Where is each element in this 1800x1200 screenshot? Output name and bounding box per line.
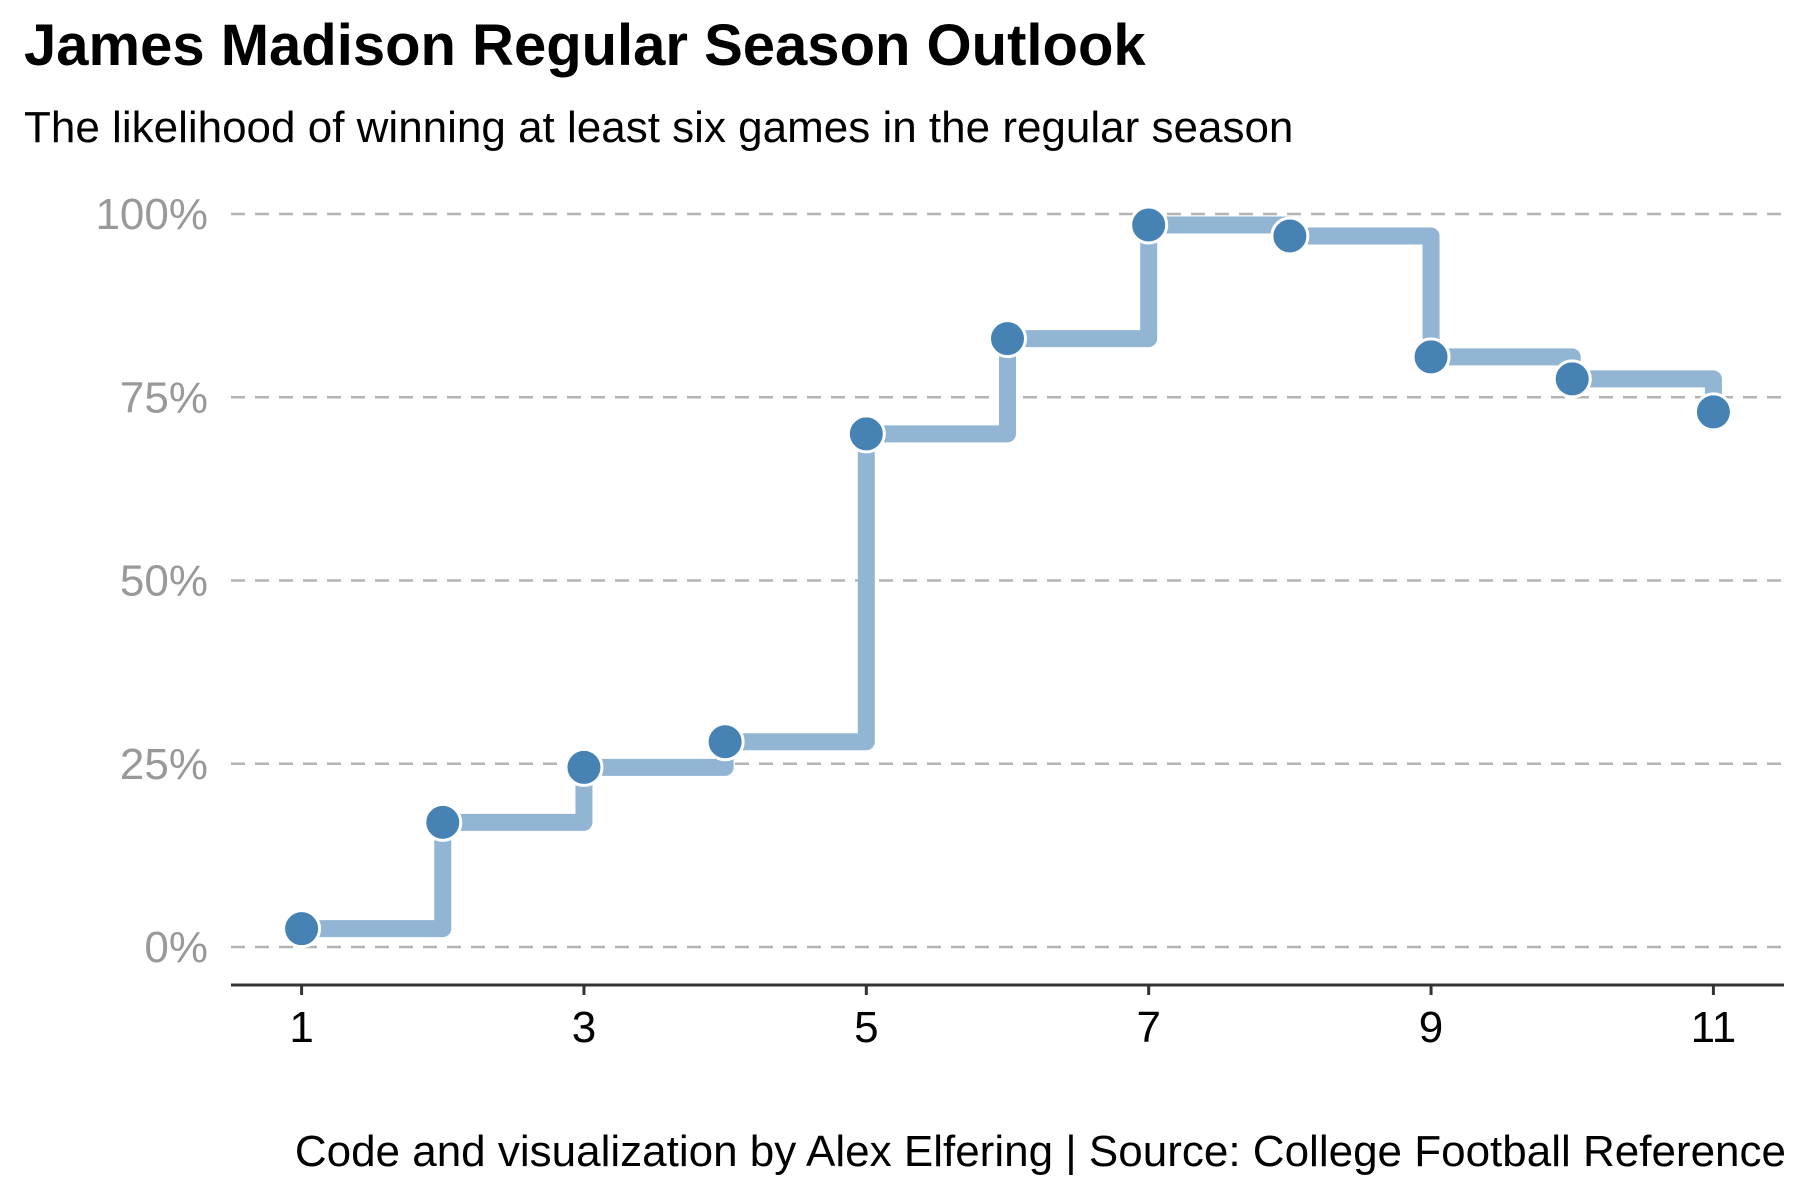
data-point bbox=[1129, 205, 1169, 245]
y-tick-label: 100% bbox=[95, 190, 208, 239]
x-tick-label: 5 bbox=[854, 1003, 878, 1052]
data-point bbox=[846, 414, 886, 454]
data-point bbox=[564, 747, 604, 787]
data-point bbox=[988, 319, 1027, 359]
data-point bbox=[1270, 216, 1310, 256]
data-point bbox=[282, 909, 322, 949]
x-tick-label: 9 bbox=[1419, 1003, 1443, 1052]
x-tick-label: 11 bbox=[1691, 1003, 1737, 1052]
data-point bbox=[423, 802, 463, 842]
chart-caption: Code and visualization by Alex Elfering … bbox=[294, 1127, 1786, 1176]
chart-subtitle: The likelihood of winning at least six g… bbox=[24, 103, 1294, 152]
x-tick-label: 7 bbox=[1136, 1003, 1160, 1052]
x-axis-tick-labels: 1 3 5 7 9 11 bbox=[289, 985, 1736, 1052]
y-tick-label: 75% bbox=[120, 373, 208, 422]
y-tick-label: 0% bbox=[144, 923, 208, 972]
chart-title: James Madison Regular Season Outlook bbox=[24, 13, 1146, 78]
data-point bbox=[705, 722, 745, 762]
x-tick-label: 3 bbox=[572, 1003, 596, 1052]
data-point bbox=[1693, 392, 1733, 432]
y-tick-label: 50% bbox=[120, 557, 208, 606]
x-tick-label: 1 bbox=[289, 1003, 313, 1052]
data-point bbox=[1411, 337, 1451, 377]
y-tick-label: 25% bbox=[120, 740, 208, 789]
y-axis-tick-labels: 0% 25% 50% 75% 100% bbox=[95, 190, 208, 972]
series-points bbox=[282, 205, 1733, 949]
data-point bbox=[1552, 359, 1592, 399]
